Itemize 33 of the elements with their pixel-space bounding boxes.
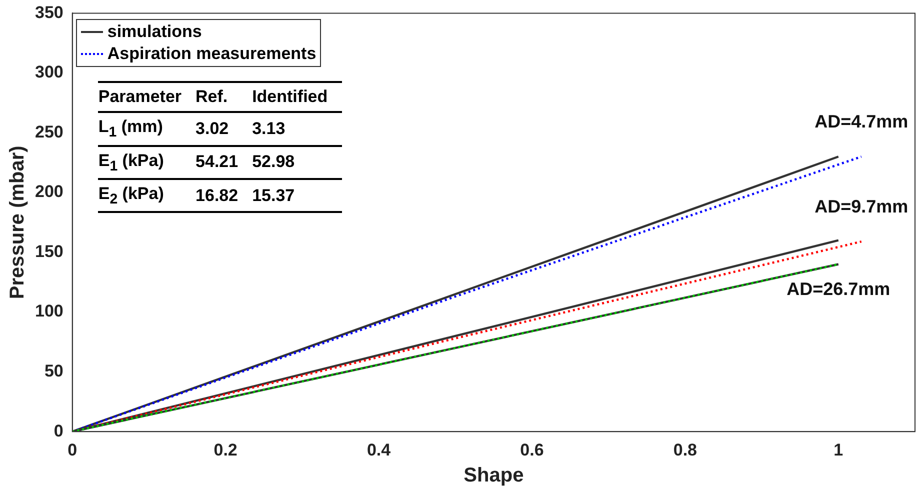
annotation: AD=4.7mm [814,112,908,132]
y-tick-label: 200 [34,182,64,202]
annotation: E$_{1}$ (kPa) [98,150,165,176]
y-tick-label: 250 [34,122,64,142]
annotation: 52.98 [252,151,296,174]
x-tick-label: 0 [68,440,78,460]
legend-label: simulations [107,21,202,44]
x-tick-label: 1 [834,440,844,460]
annotation: L$_{1}$ (mm) [98,116,164,143]
annotation: Parameter [98,86,183,108]
annotation: 3.02 [196,118,230,140]
annotation: 16.82 [196,184,240,207]
annotation: 3.13 [252,118,286,140]
annotation: Ref. [196,86,229,108]
annotation: E$_{2}$ (kPa) [98,182,165,210]
y-tick-label: 100 [34,302,64,321]
x-axis-title: Shape [464,464,524,487]
annotation: Identified [252,86,329,108]
y-tick-label: 350 [34,2,64,22]
y-tick-label: 0 [54,421,64,440]
legend-label: Aspiration measurements [107,43,316,66]
annotation: AD=9.7mm [814,196,908,216]
annotation: 54.21 [196,151,240,174]
x-tick-label: 0.6 [520,440,544,460]
x-tick-label: 0.4 [366,440,392,460]
annotation: AD=26.7mm [786,279,890,300]
y-tick-label: 150 [34,242,64,261]
annotation: 15.37 [252,184,296,207]
x-tick-label: 0.8 [673,440,698,460]
y-tick-label: 300 [34,62,64,82]
x-tick-label: 0.2 [214,440,238,460]
y-axis-title: Pressure (mbar) [6,146,29,300]
y-tick-label: 50 [44,362,64,381]
